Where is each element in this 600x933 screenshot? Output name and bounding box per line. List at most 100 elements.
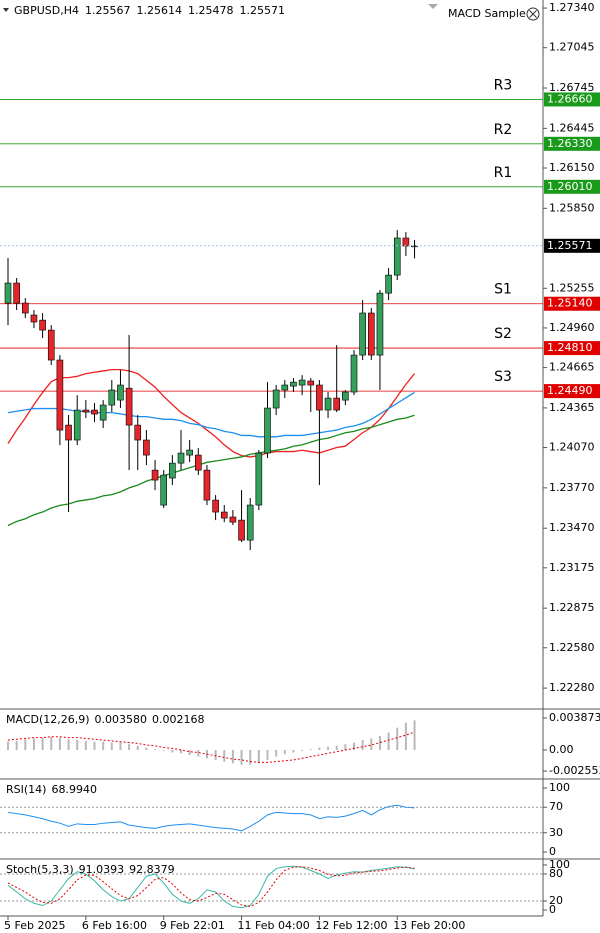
level-price-box bbox=[544, 296, 600, 311]
macd-bar bbox=[110, 742, 113, 750]
ohlc-low: 1.25478 bbox=[188, 4, 234, 17]
macd-bar bbox=[102, 741, 105, 750]
candle-body bbox=[229, 516, 237, 523]
macd-bar bbox=[396, 727, 399, 750]
indicator-title: RSI(14) bbox=[6, 783, 46, 796]
candle-body bbox=[342, 391, 349, 401]
candle-body bbox=[324, 397, 332, 411]
symbol-header: GBPUSD,H4 1.25567 1.25614 1.25478 1.25571 bbox=[14, 4, 285, 17]
candle-body bbox=[376, 292, 384, 356]
candle-body bbox=[13, 282, 20, 304]
y-tick-label: 0.003873 bbox=[549, 711, 600, 724]
indicator-title: MACD(12,26,9) bbox=[6, 713, 90, 726]
macd-bar bbox=[387, 732, 390, 750]
indicator-header: RSI(14) 68.9940 bbox=[6, 783, 97, 796]
macd-bar bbox=[309, 749, 312, 750]
candle-body bbox=[255, 452, 263, 506]
macd-bar bbox=[214, 749, 217, 760]
macd-bar bbox=[378, 735, 381, 750]
macd-bar bbox=[162, 749, 165, 751]
macd-bar bbox=[197, 749, 200, 757]
y-tick-label: 1.26150 bbox=[549, 161, 595, 174]
candle-body bbox=[151, 469, 159, 481]
level-name: S3 bbox=[494, 369, 512, 385]
candle-body bbox=[30, 314, 38, 323]
candle-body bbox=[316, 384, 323, 411]
macd-bar bbox=[370, 738, 373, 750]
candle-body bbox=[359, 312, 366, 356]
candle-body bbox=[73, 409, 81, 441]
y-tick-label: 1.27340 bbox=[549, 1, 595, 14]
candle-body bbox=[82, 409, 90, 413]
candle-body bbox=[307, 380, 315, 386]
candle-body bbox=[91, 409, 98, 415]
y-tick-label: 1.24365 bbox=[549, 401, 595, 414]
current-price-box bbox=[544, 238, 600, 253]
macd-bar bbox=[344, 744, 347, 750]
y-tick-label: 20 bbox=[549, 894, 563, 907]
y-tick-label: 1.23175 bbox=[549, 561, 595, 574]
x-tick-label: 13 Feb 20:00 bbox=[393, 919, 465, 932]
y-tick-label: 0 bbox=[549, 845, 556, 858]
x-tick-label: 11 Feb 04:00 bbox=[238, 919, 310, 932]
macd-bar bbox=[327, 746, 330, 750]
level-price-label: 1.25140 bbox=[547, 297, 593, 310]
y-tick-label: 1.25850 bbox=[549, 201, 595, 214]
level-price-label: 1.24810 bbox=[547, 341, 593, 354]
candle-body bbox=[21, 302, 29, 314]
signal-line bbox=[7, 731, 415, 763]
symbol-menu-icon[interactable] bbox=[3, 8, 9, 12]
level-price-box bbox=[544, 136, 600, 151]
ohlc-high: 1.25614 bbox=[136, 4, 182, 17]
macd-bar bbox=[266, 749, 269, 760]
candle-body bbox=[39, 319, 46, 331]
level-price-label: 1.24490 bbox=[547, 384, 593, 397]
macd-bar bbox=[145, 747, 148, 750]
candle-body bbox=[350, 354, 358, 393]
indicator-header: Stoch(5,3,3) 91.0393 92.8379 bbox=[6, 863, 175, 876]
macd-bar bbox=[257, 749, 260, 764]
current-price-label: 1.25571 bbox=[547, 239, 593, 252]
candle-body bbox=[117, 384, 124, 401]
indicator-value: 0.002168 bbox=[152, 713, 205, 726]
y-tick-label: 30 bbox=[549, 826, 563, 839]
level-price-box bbox=[544, 179, 600, 194]
level-price-box bbox=[544, 384, 600, 399]
indicator-line bbox=[7, 865, 415, 909]
ohlc-open: 1.25567 bbox=[85, 4, 131, 17]
candle-body bbox=[298, 379, 306, 386]
macd-bar bbox=[50, 736, 53, 750]
macd-bar bbox=[93, 741, 96, 750]
macd-bar bbox=[335, 745, 338, 750]
y-tick-label: 100 bbox=[549, 781, 570, 794]
expert-name: MACD Sample bbox=[448, 7, 526, 20]
y-tick-label: 1.26445 bbox=[549, 121, 595, 134]
expert-remove-icon[interactable] bbox=[526, 7, 540, 21]
candle-body bbox=[393, 237, 401, 276]
macd-bar bbox=[231, 749, 234, 764]
candle-body bbox=[99, 404, 107, 421]
candle-body bbox=[160, 474, 167, 506]
y-tick-label: 1.27045 bbox=[549, 41, 595, 54]
macd-bar bbox=[128, 744, 131, 750]
candle-body bbox=[56, 359, 64, 431]
candle-body bbox=[290, 381, 297, 387]
candle-body bbox=[4, 282, 12, 304]
indicator-line bbox=[7, 866, 415, 907]
macd-bar bbox=[67, 739, 70, 750]
y-tick-label: 1.23470 bbox=[549, 521, 595, 534]
level-name: S2 bbox=[494, 326, 512, 342]
y-tick-label: 0 bbox=[549, 903, 556, 916]
macd-bar bbox=[361, 740, 364, 750]
scroll-marker bbox=[428, 4, 438, 9]
macd-bar bbox=[318, 747, 321, 750]
macd-bar bbox=[223, 749, 226, 762]
macd-bar bbox=[76, 740, 79, 750]
macd-bar bbox=[292, 749, 295, 753]
macd-bar bbox=[301, 749, 304, 751]
moving-average bbox=[7, 414, 415, 527]
macd-bar bbox=[171, 749, 174, 753]
